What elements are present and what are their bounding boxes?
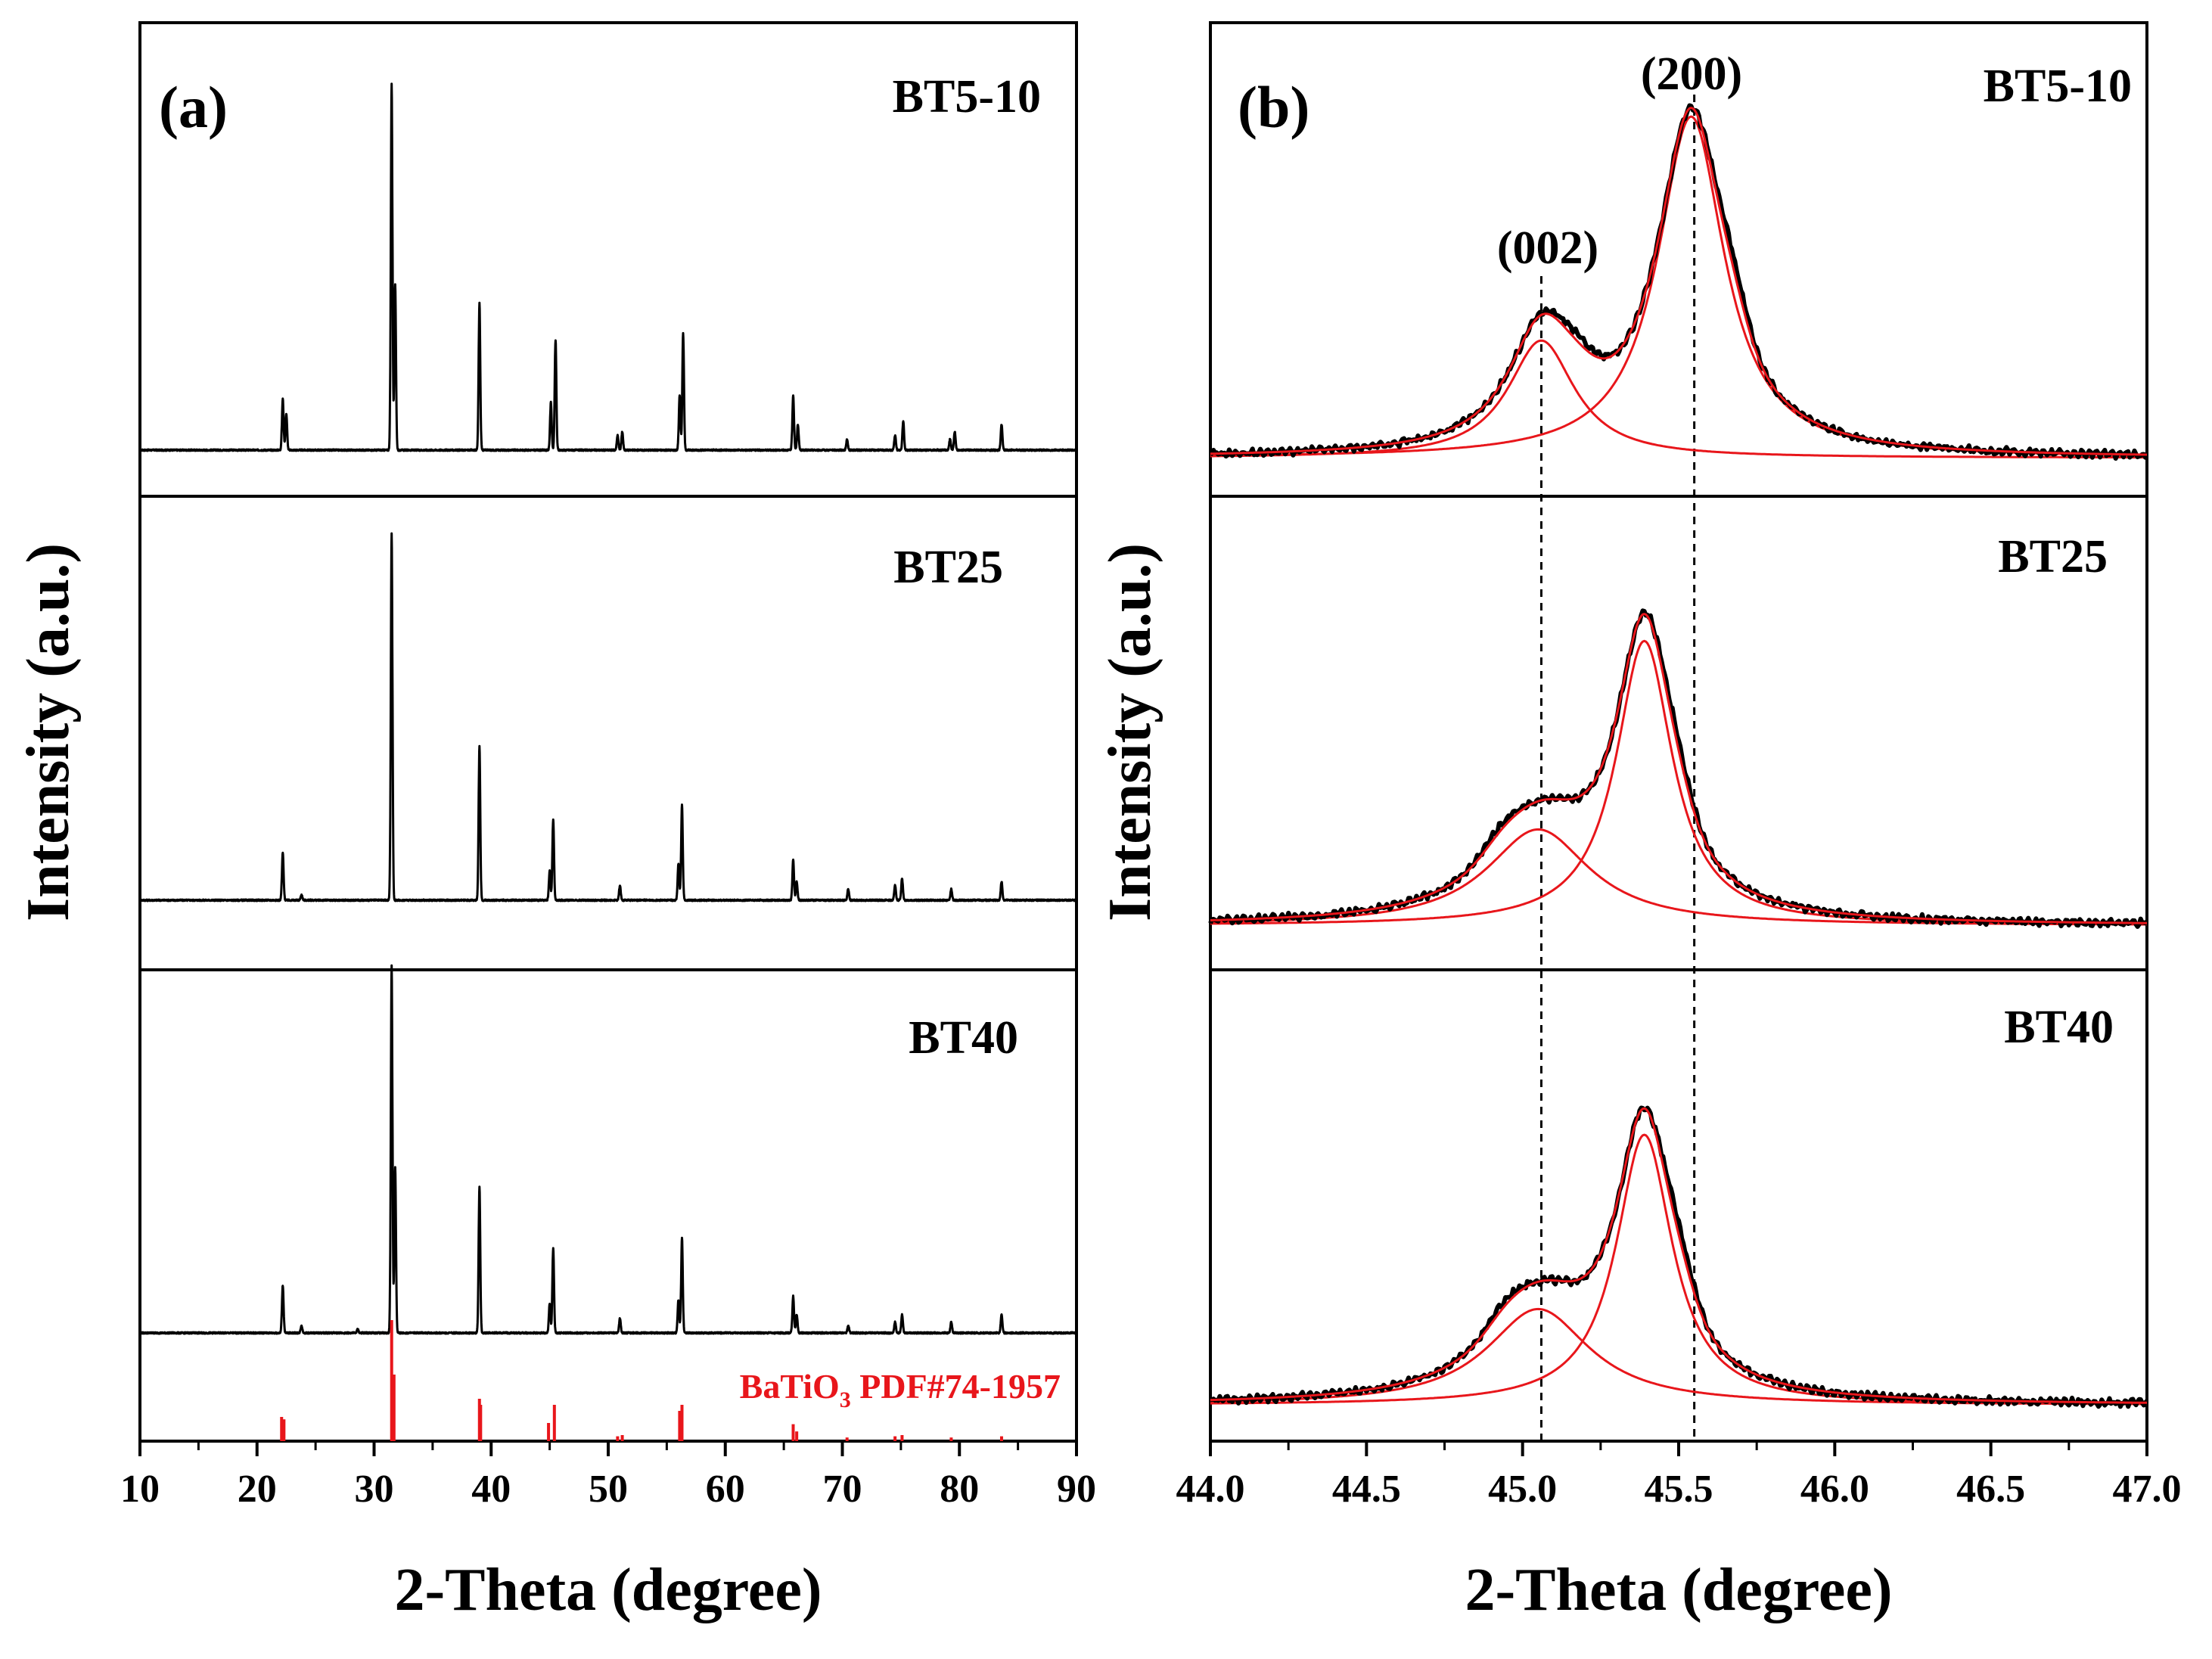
- panel-b-tick-label: 47.0: [2113, 1468, 2182, 1511]
- panel-b-tick-label: 45.0: [1488, 1468, 1557, 1511]
- panel-b-y-axis-title: Intensity (a.u.): [1097, 543, 1163, 921]
- panel-b-fit-total-bt25: [1210, 613, 2147, 924]
- panel-b-tick-label: 44.5: [1332, 1468, 1401, 1511]
- panel-b-x-axis-title: 2-Theta (degree): [1465, 1557, 1893, 1623]
- panel-b-trace-bt25: [1208, 608, 2149, 929]
- panel-b-fit-200-bt40: [1210, 1133, 2147, 1406]
- panel-b-fit-total-bt40: [1210, 1107, 2147, 1404]
- panel-b-fit-200-bt25: [1210, 639, 2148, 926]
- panel-a-frame: [138, 21, 1078, 1443]
- panel-b-tick-label: 46.5: [1956, 1468, 2025, 1511]
- panel-b-label-bt40: BT40: [2004, 1002, 2114, 1053]
- panel-a: (a) BT5-10 BT25 BT40 BaTiO3 PDF#74-1957 …: [15, 21, 1096, 1623]
- panel-a-tick-label: 30: [355, 1468, 394, 1511]
- ref-label-tail: PDF#74-1957: [851, 1367, 1061, 1406]
- panel-a-tick-label: 20: [238, 1468, 277, 1511]
- panel-b-label-bt25: BT25: [1998, 531, 2108, 583]
- panel-a-reference-lines: [280, 1320, 1003, 1441]
- panel-b: (b) (002) (200) BT5-10 BT25 BT40 44.0 44.…: [1097, 21, 2182, 1623]
- panel-a-x-axis-title: 2-Theta (degree): [395, 1557, 822, 1623]
- panel-a-tick-label: 10: [120, 1468, 160, 1511]
- panel-a-label-bt25: BT25: [893, 542, 1003, 593]
- panel-a-trace-bt5-10: [138, 82, 1078, 452]
- panel-b-trace-bt40: [1210, 1105, 2149, 1409]
- panel-a-tick-label: 80: [940, 1468, 979, 1511]
- panel-b-tick-label: 45.5: [1645, 1468, 1713, 1511]
- panel-a-tick-label: 40: [471, 1468, 511, 1511]
- panel-b-fit-200-bt5-10: [1210, 115, 2148, 457]
- panel-b-label-bt5-10: BT5-10: [1984, 61, 2132, 112]
- panel-a-label-bt5-10: BT5-10: [893, 71, 1041, 123]
- panel-b-annotation-200: (200): [1641, 48, 1742, 100]
- panel-a-y-axis-title: Intensity (a.u.): [15, 543, 82, 921]
- panel-a-tick-label: 90: [1057, 1468, 1096, 1511]
- panel-b-label: (b): [1238, 74, 1309, 140]
- panel-b-tick-label: 44.0: [1176, 1468, 1245, 1511]
- panel-a-trace-bt25: [138, 532, 1078, 903]
- panel-a-label-bt40: BT40: [909, 1012, 1018, 1064]
- panel-a-tick-label: 60: [706, 1468, 745, 1511]
- panel-b-fit-002-bt5-10: [1210, 339, 2147, 459]
- panel-a-label: (a): [159, 74, 228, 140]
- panel-a-tick-label: 70: [823, 1468, 862, 1511]
- ref-label-main: BaTiO: [740, 1367, 840, 1406]
- panel-b-trace-bt5-10: [1209, 103, 2148, 461]
- panel-b-tick-label: 46.0: [1800, 1468, 1869, 1511]
- panel-a-x-ticks: 10 20 30 40 50 60 70 80 90: [120, 1441, 1096, 1511]
- panel-a-reference-label: BaTiO3 PDF#74-1957: [740, 1367, 1061, 1412]
- ref-label-sub: 3: [840, 1387, 851, 1412]
- panel-a-tick-label: 50: [589, 1468, 628, 1511]
- panel-b-guide-lines: [1539, 95, 1696, 1441]
- panel-b-annotation-002: (002): [1497, 222, 1598, 274]
- panel-b-x-ticks: 44.0 44.5 45.0 45.5 46.0 46.5 47.0: [1176, 1441, 2182, 1511]
- panel-a-trace-bt40: [138, 964, 1078, 1335]
- panel-b-fit-total-bt5-10: [1210, 107, 2148, 456]
